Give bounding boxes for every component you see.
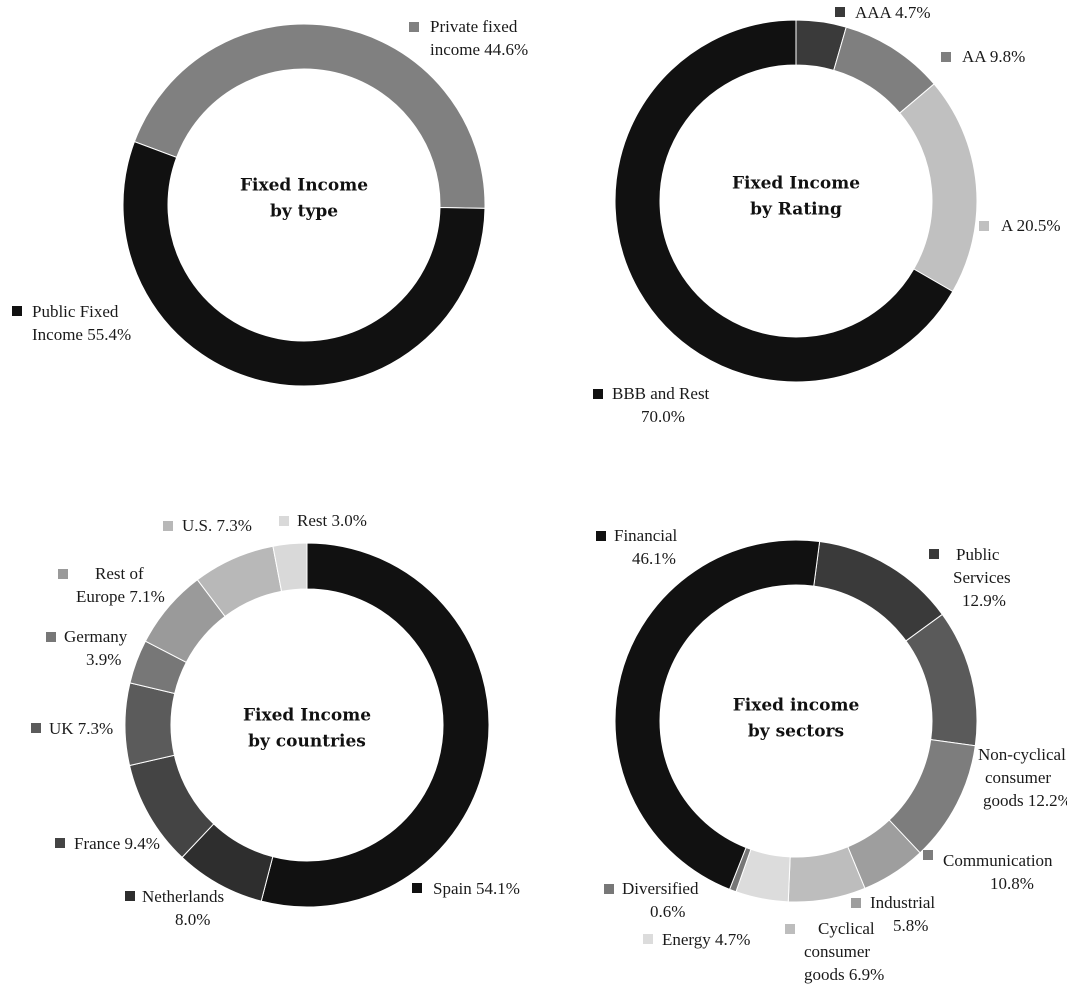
donut-chart-1: Private fixed income 44.6% Public Fixed Inc… [12, 17, 528, 387]
slice-label: Industrial [870, 893, 935, 912]
slice-label: AAA 4.7% [855, 3, 931, 22]
slice-label: Private fixed [430, 17, 518, 36]
slice-label: Netherlands [142, 887, 224, 906]
donut-slice [899, 83, 978, 293]
slice-label: Cyclical [818, 919, 875, 938]
slice-label: Financial [614, 526, 678, 545]
legend-swatch [412, 883, 422, 893]
donut-slice [272, 542, 308, 592]
legend-swatch [55, 838, 65, 848]
slice-label: A 20.5% [1001, 216, 1061, 235]
legend-swatch [125, 891, 135, 901]
legend-swatch [785, 924, 795, 934]
slice-label: consumer [804, 942, 870, 961]
chart-title: by type [270, 202, 338, 222]
legend-swatch [58, 569, 68, 579]
slice-label: 5.8% [893, 916, 928, 935]
slice-label: 0.6% [650, 902, 685, 921]
slice-label: Rest 3.0% [297, 511, 367, 530]
donut-slice [133, 23, 486, 209]
legend-swatch [279, 516, 289, 526]
chart-title: by countries [248, 732, 366, 752]
donut-slice [614, 19, 954, 383]
slice-label: Diversified [622, 879, 699, 898]
legend-swatch [593, 389, 603, 399]
legend-swatch [643, 934, 653, 944]
legend-swatch [835, 7, 845, 17]
slice-label: 8.0% [175, 910, 210, 929]
chart-title: Fixed Income [240, 176, 368, 196]
slice-label: Non-cyclical [978, 745, 1066, 764]
slice-label: UK 7.3% [49, 719, 113, 738]
legend-swatch [851, 898, 861, 908]
chart-title: Fixed Income [732, 174, 860, 194]
slice-label: 46.1% [632, 549, 676, 568]
slice-label: income 44.6% [430, 40, 528, 59]
slice-label: consumer [985, 768, 1051, 787]
donut-slice [905, 613, 978, 747]
slice-label: Energy 4.7% [662, 930, 750, 949]
slice-label: France 9.4% [74, 834, 160, 853]
donut-slice [124, 682, 176, 767]
slice-label: U.S. 7.3% [182, 516, 252, 535]
slice-label: 70.0% [641, 407, 685, 426]
legend-swatch [604, 884, 614, 894]
donut-slice [614, 539, 821, 891]
slice-label: Rest of [95, 564, 144, 583]
donut-slice [260, 542, 490, 908]
donut-slice [813, 540, 944, 642]
legend-swatch [596, 531, 606, 541]
legend-swatch [12, 306, 22, 316]
slice-label: Spain 54.1% [433, 879, 520, 898]
slice-label: Europe 7.1% [76, 587, 165, 606]
legend-swatch [409, 22, 419, 32]
slice-label: 12.9% [962, 591, 1006, 610]
donut-chart-4: Public Services 12.9% Non-cyclical consumer g… [596, 526, 1067, 984]
slice-label: BBB and Rest [612, 384, 710, 403]
legend-swatch [929, 549, 939, 559]
slice-label: Public Fixed [32, 302, 119, 321]
slice-label: goods 12.2% [983, 791, 1067, 810]
chart-title: by Rating [750, 200, 842, 220]
slice-label: Germany [64, 627, 128, 646]
slice-label: Communication [943, 851, 1053, 870]
slice-label: Public [956, 545, 1000, 564]
chart-title: Fixed Income [243, 706, 371, 726]
legend-swatch [941, 52, 951, 62]
legend-swatch [923, 850, 933, 860]
slice-label: 3.9% [86, 650, 121, 669]
donut-chart-2: AAA 4.7% AA 9.8% A 20.5% BBB and Rest 70.0% F… [593, 3, 1061, 426]
donut-chart-3: Spain 54.1% Netherlands 8.0% France 9.4% UK … [31, 511, 520, 929]
slice-label: Income 55.4% [32, 325, 131, 344]
chart-title: Fixed income [733, 696, 860, 716]
donut-slice [122, 140, 486, 387]
legend-swatch [163, 521, 173, 531]
slice-label: AA 9.8% [962, 47, 1025, 66]
slice-label: goods 6.9% [804, 965, 884, 984]
slice-label: 10.8% [990, 874, 1034, 893]
legend-swatch [31, 723, 41, 733]
chart-title: by sectors [748, 722, 844, 742]
slice-label: Services [953, 568, 1011, 587]
legend-swatch [979, 221, 989, 231]
legend-swatch [46, 632, 56, 642]
